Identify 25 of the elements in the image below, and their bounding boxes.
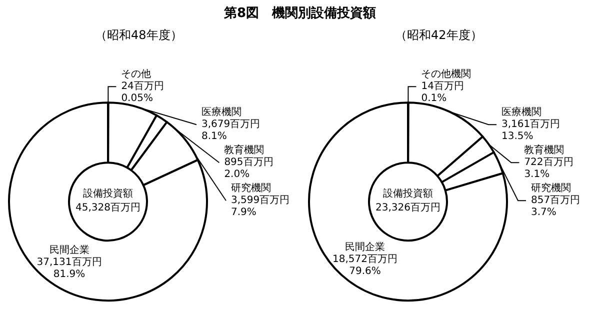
chart-title: 第8図 機関別設備投資額 — [222, 4, 378, 22]
data-label: 3,679百万円 8.1% — [201, 119, 260, 142]
data-label: 895百万円 2.0% — [224, 157, 274, 180]
slice-label: 医療機関 — [501, 106, 542, 118]
text: 設備投資額 23,326百万円 — [376, 188, 440, 214]
chart-subtitle: （昭和48年度） — [95, 28, 182, 42]
slice-label: 研究機関 — [530, 182, 571, 194]
data-label: 3,599百万円 7.9% — [230, 195, 290, 218]
slice-label: 教育機関 — [524, 144, 564, 156]
slice-label: 民間企業 — [49, 244, 90, 256]
data-label: 18,572百万円 79.6% — [332, 254, 398, 277]
slice-label: 教育機関 — [224, 144, 264, 156]
data-label: 37,131百万円 81.9% — [36, 256, 102, 280]
slice-label: その他 — [121, 68, 152, 80]
data-label: 3,161百万円 13.5% — [501, 119, 560, 142]
chart-subtitle: （昭和42年度） — [395, 28, 482, 42]
slice-label: 医療機関 — [201, 106, 242, 118]
slice-label: その他機関 — [421, 68, 472, 80]
slice-label: 民間企業 — [344, 240, 385, 253]
data-label: 722百万円 3.1% — [524, 157, 574, 180]
data-label: 14百万円 0.1% — [421, 81, 464, 104]
text: 設備投資額 45,328百万円 — [76, 188, 140, 214]
data-label: 24百万円 0.05% — [121, 81, 164, 104]
slice-label: 研究機関 — [230, 182, 271, 194]
data-label: 857百万円 3.7% — [530, 195, 580, 218]
